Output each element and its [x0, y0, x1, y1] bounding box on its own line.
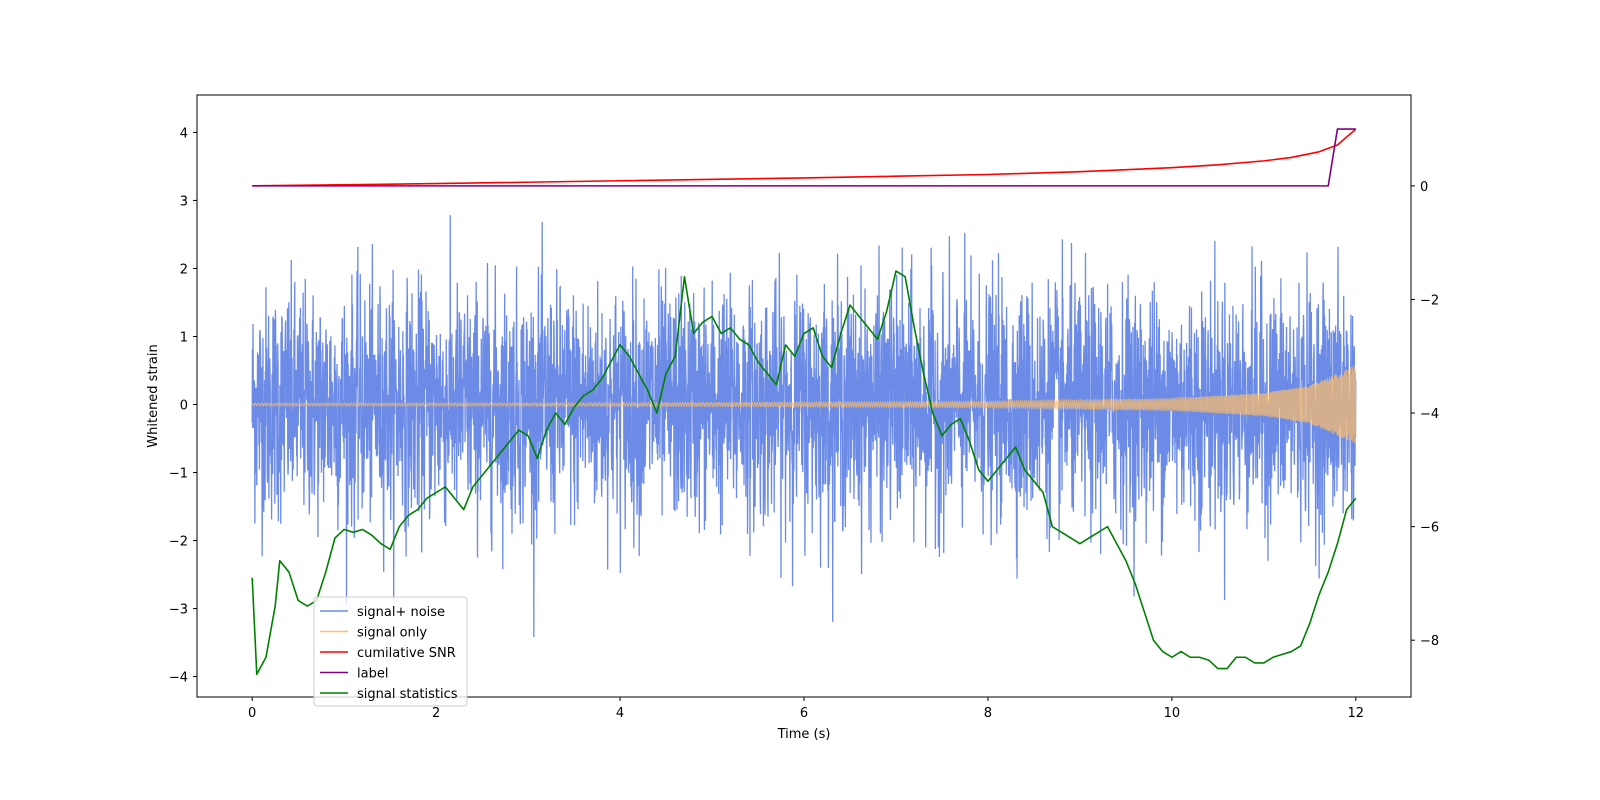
- y-tick-label: −1: [169, 467, 188, 482]
- y2-tick-label: 0: [1420, 180, 1428, 195]
- legend-label: label: [357, 667, 388, 682]
- legend-label: signal only: [357, 626, 427, 641]
- x-tick-label: 10: [1164, 706, 1181, 721]
- legend-box: [313, 596, 468, 707]
- y2-tick-label: −8: [1420, 634, 1439, 649]
- x-tick-label: 6: [800, 706, 808, 721]
- y-tick-label: 4: [180, 126, 188, 141]
- y-tick-label: 2: [180, 262, 188, 277]
- line-series-group: [251, 128, 1357, 676]
- legend-label: signal+ noise: [357, 605, 445, 620]
- legend: signal+ noise signal only cumilative SNR la…: [313, 596, 468, 707]
- y-tick-label: 3: [180, 194, 188, 209]
- x-axis-title: Time (s): [777, 727, 831, 742]
- signal-only-line: [251, 365, 1357, 443]
- y2-tick-label: −2: [1420, 293, 1439, 308]
- signal-only-series: [251, 365, 1357, 443]
- legend-label: cumilative SNR: [357, 646, 456, 661]
- y-tick-label: −3: [169, 603, 188, 618]
- y-tick-label: −2: [169, 535, 188, 550]
- y-axis-title: Whitened strain: [146, 344, 161, 447]
- y2-tick-label: −4: [1420, 407, 1439, 422]
- signal-noise-line: [251, 215, 1357, 638]
- x-tick-label: 2: [432, 706, 440, 721]
- y-tick-label: −4: [169, 671, 188, 686]
- signal-statistics-line: [251, 270, 1357, 676]
- signal-noise-series: [251, 215, 1357, 638]
- y-tick-label: 0: [180, 399, 188, 414]
- y-tick-label: 1: [180, 330, 188, 345]
- x-tick-label: 12: [1348, 706, 1365, 721]
- label-line: [252, 128, 1356, 187]
- x-tick-label: 4: [616, 706, 624, 721]
- legend-label: signal statistics: [357, 687, 458, 702]
- x-tick-label: 0: [248, 706, 256, 721]
- cumilative-snr-line: [252, 128, 1357, 187]
- x-tick-label: 8: [984, 706, 992, 721]
- y2-tick-label: −6: [1420, 521, 1439, 536]
